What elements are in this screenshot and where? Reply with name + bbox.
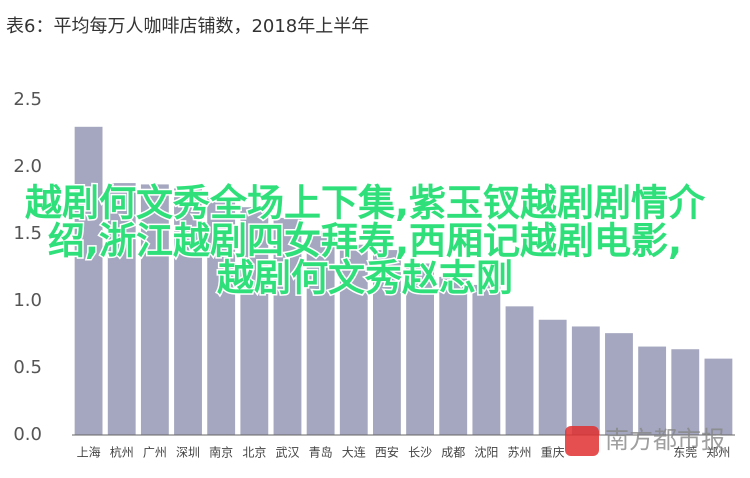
x-tick-label: 成都 [441, 446, 465, 460]
x-tick-label: 大连 [342, 445, 366, 460]
bar [240, 207, 269, 435]
x-tick-label: 重庆 [541, 446, 565, 460]
chart-title: 表6：平均每万人咖啡店铺数，2018年上半年 [6, 16, 369, 37]
bar [538, 319, 567, 435]
bar [174, 188, 202, 435]
y-tick-label: 2.0 [13, 156, 42, 177]
x-tick-label: 青岛 [309, 445, 333, 460]
x-tick-label: 广州 [143, 446, 167, 460]
x-tick-label: 东莞 [673, 446, 697, 460]
y-tick-label: 1.5 [13, 223, 42, 244]
x-tick-label: 北京 [242, 446, 266, 460]
y-tick-label: 2.5 [13, 89, 42, 110]
bar [472, 284, 501, 435]
bar [306, 231, 335, 435]
x-tick-label: 沈阳 [474, 445, 498, 460]
bar [140, 184, 169, 435]
x-tick-label: 郑州 [706, 445, 730, 460]
bar [671, 349, 700, 435]
x-tick-label: 杭州 [110, 445, 134, 460]
bar [339, 244, 368, 435]
bar [74, 126, 103, 436]
bar [638, 346, 667, 435]
x-tick-label: 武汉 [275, 446, 299, 460]
bar [439, 276, 468, 435]
x-tick-label: 上海 [77, 445, 101, 460]
y-tick-label: 0.5 [13, 357, 42, 378]
watermark-text: 越剧何文秀全场上下集,紫玉钗越剧剧情介 [25, 182, 706, 225]
bar [704, 358, 733, 435]
bar [605, 333, 633, 435]
x-tick-label: 苏州 [508, 446, 532, 460]
x-tick-label: 深圳 [176, 446, 200, 460]
watermark-text: 绍,浙江越剧四女拜寿,西厢记越剧电影, [48, 220, 682, 263]
y-tick-label: 0.0 [13, 424, 42, 445]
bar [273, 217, 302, 435]
logo-text: 南方都市报 [605, 426, 725, 454]
bar [571, 326, 600, 435]
bar [373, 250, 401, 435]
x-tick-label: 西安 [375, 445, 399, 460]
x-tick-label: 南京 [209, 445, 233, 460]
bar [107, 183, 136, 435]
bar [207, 196, 236, 435]
bar [406, 263, 434, 435]
x-tick-label: 长沙 [408, 446, 432, 460]
bar [505, 306, 534, 435]
watermark-text: 越剧何文秀赵志刚 [217, 257, 513, 300]
logo-icon [565, 426, 599, 456]
y-tick-label: 1.0 [13, 290, 42, 311]
